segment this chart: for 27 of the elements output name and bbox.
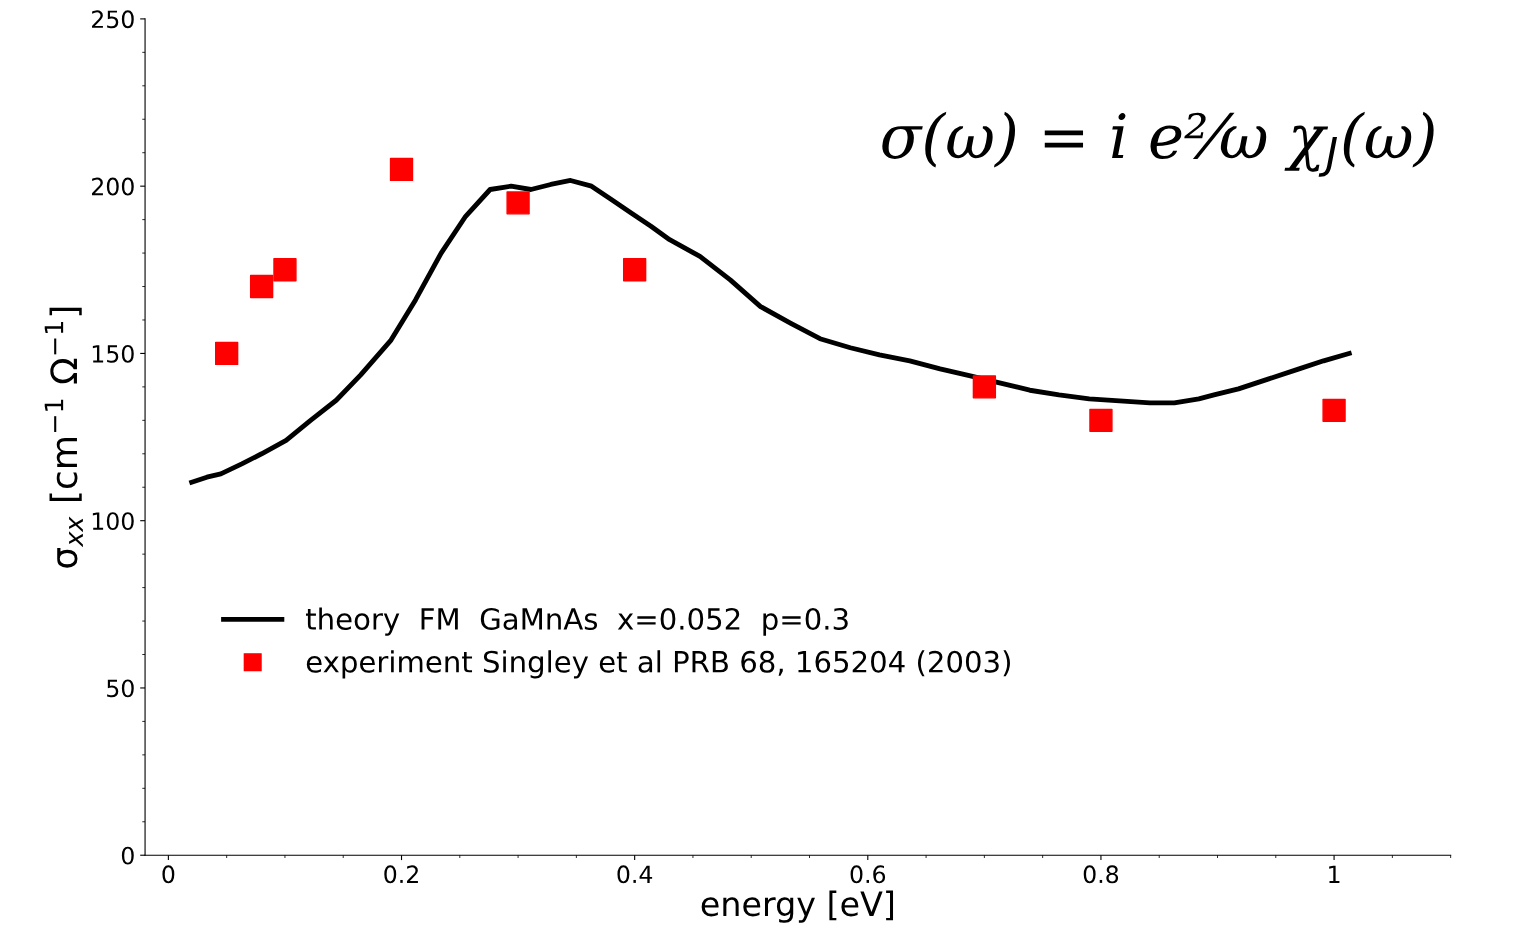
point <box>506 191 530 215</box>
point <box>249 274 274 299</box>
point <box>273 258 297 282</box>
y-tick-label: 0 <box>121 846 134 865</box>
y-tick-label: 100 <box>92 512 134 530</box>
x-tick-label: 0.2 <box>384 865 418 884</box>
point <box>389 157 414 182</box>
x-tick-label: 0.4 <box>617 865 653 884</box>
y-axis-title: σ$_{xx}$ [cm$^{−1}$ Ω$^{−1}$] <box>44 307 83 568</box>
point <box>622 258 647 282</box>
line-series <box>189 178 1352 485</box>
x-tick-label: 0.8 <box>1083 865 1119 884</box>
y-tick-label: 200 <box>92 177 134 196</box>
y-tick-label: 150 <box>92 344 134 363</box>
point <box>214 341 239 366</box>
x-tick-label: 1 <box>1329 865 1340 883</box>
annotation: σ(ω) = i e²⁄ω χ$_{J}$(ω) <box>882 111 1434 177</box>
point <box>1089 408 1113 433</box>
point <box>972 375 997 399</box>
legend-label: experiment Singley et al PRB 68, 165204 (2003) <box>306 650 1010 679</box>
point <box>1322 398 1346 422</box>
x-tick-label: 0.6 <box>850 865 886 884</box>
legend-label: theory FM GaMnAs x=0.052 p=0.3 <box>305 607 848 636</box>
y-tick-label: 250 <box>92 10 134 29</box>
x-axis-title: energy [eV] <box>701 890 894 923</box>
y-tick-label: 50 <box>107 679 134 698</box>
x-tick-label: 0 <box>162 865 175 884</box>
